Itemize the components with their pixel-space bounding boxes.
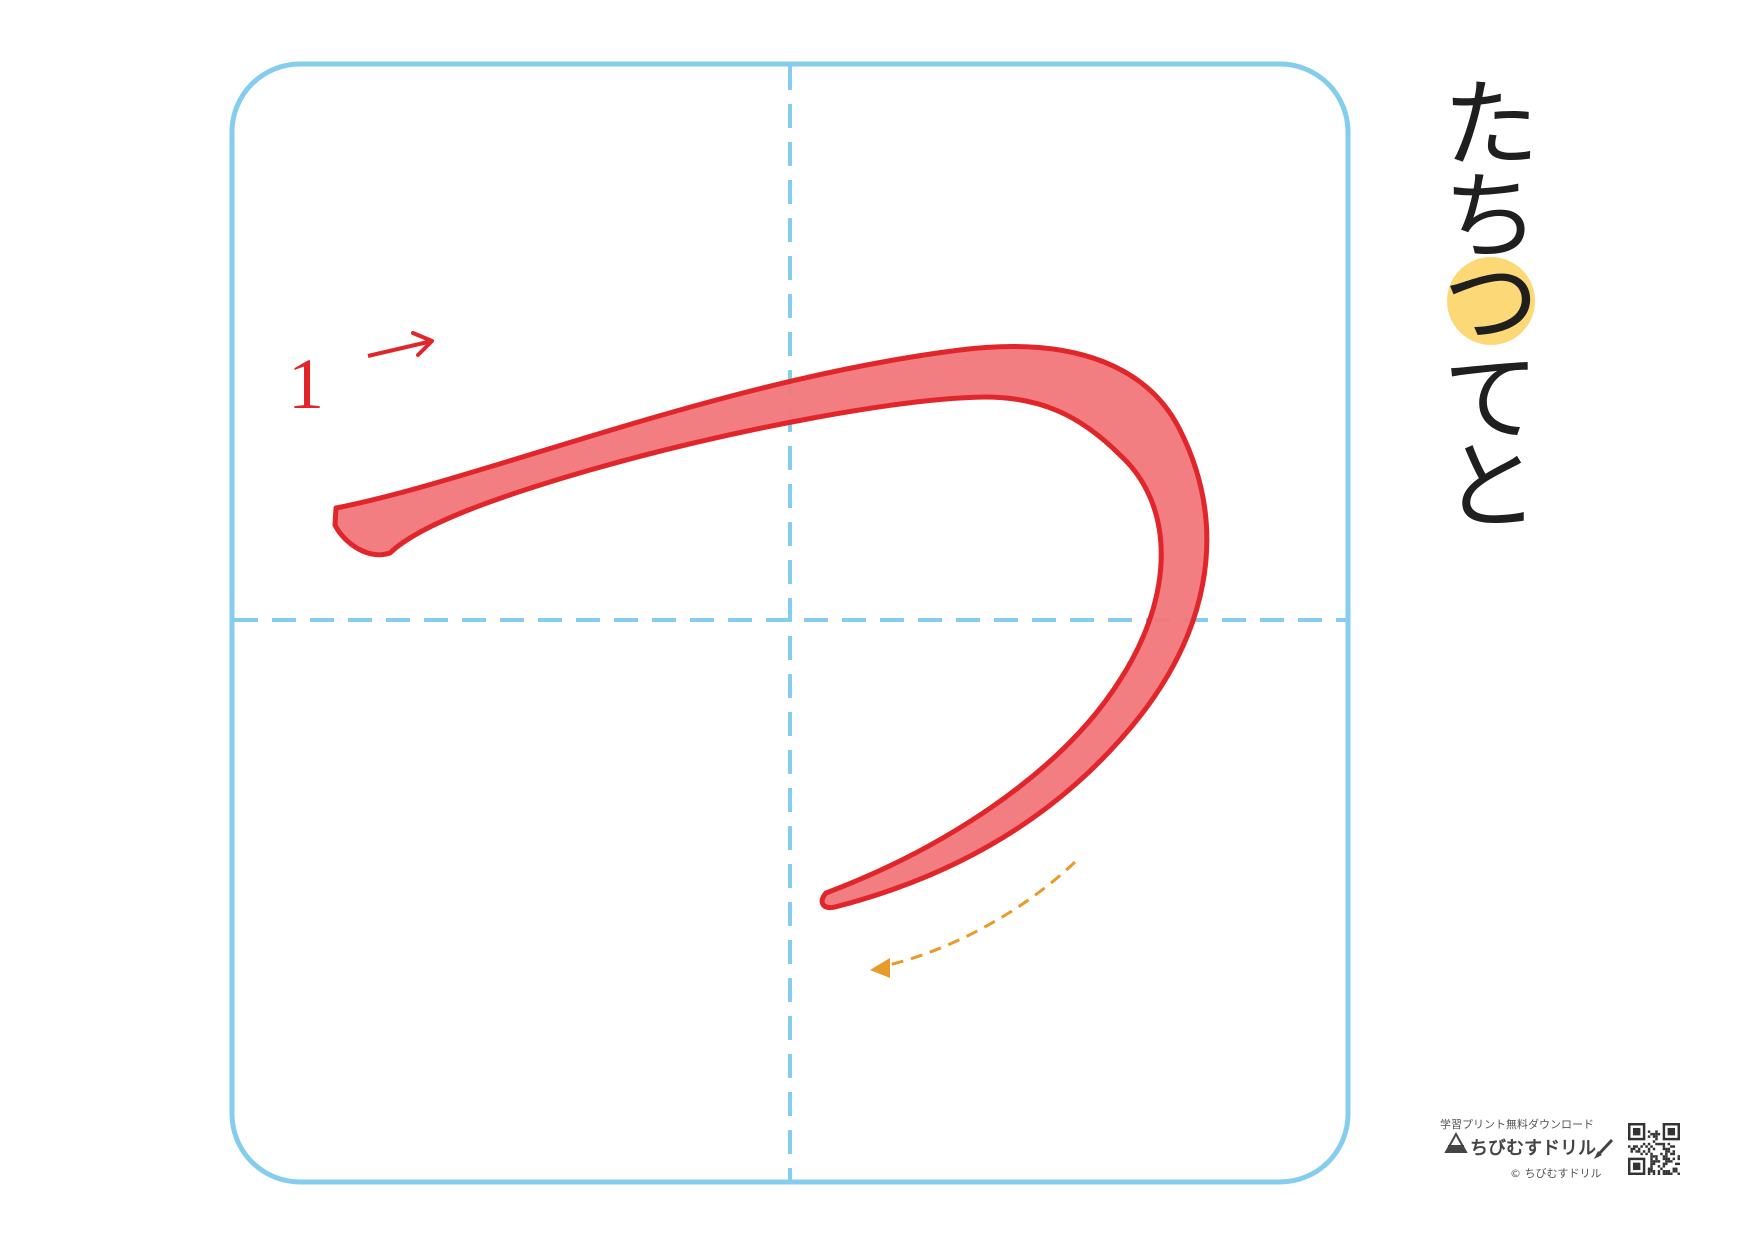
kana-stroke-1 (332, 344, 1210, 911)
footer-tagline: 学習プリント無料ダウンロード (1440, 1117, 1594, 1131)
kana-row: た ち つ て と (1443, 69, 1539, 543)
brand-logo-icon (1444, 1131, 1468, 1153)
footer-copyright: © ちびむすドリル (1510, 1167, 1602, 1180)
kana-chi: ち (1443, 161, 1539, 273)
footer-branding: 学習プリント無料ダウンロード ちびむすドリル © ちびむすドリル (1440, 1117, 1614, 1180)
trail-arrow-icon (870, 860, 1077, 978)
practice-box-border (229, 61, 1351, 1185)
kana-ta: た (1443, 69, 1539, 181)
highlight-circle (1447, 257, 1535, 345)
kana-tsu: つ (1443, 247, 1539, 359)
direction-arrow-icon (367, 331, 434, 358)
qr-code-icon (1628, 1123, 1680, 1175)
kana-te: て (1443, 343, 1539, 455)
pencil-icon (1594, 1138, 1614, 1159)
footer-brand: ちびむすドリル (1470, 1138, 1596, 1159)
stroke-number: 1 (288, 344, 324, 424)
kana-to: と (1443, 431, 1539, 543)
